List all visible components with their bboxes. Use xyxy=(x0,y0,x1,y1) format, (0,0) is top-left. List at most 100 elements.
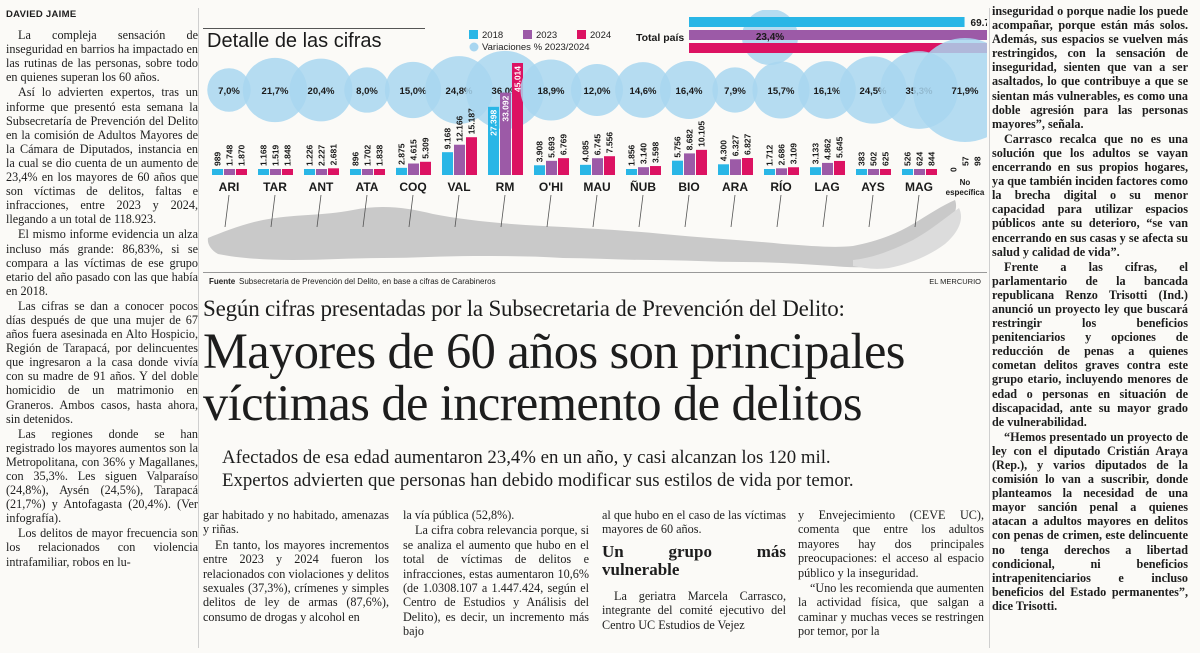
variation-label: 16,1% xyxy=(814,86,841,97)
variation-label: 8,0% xyxy=(356,86,378,97)
source-text: Subsecretaría de Prevención del Delito, … xyxy=(239,277,496,286)
region-pointer xyxy=(270,194,276,228)
region-label: ÑUB xyxy=(630,179,656,194)
right-paragraph: Carrasco recalca que no es una solución … xyxy=(992,131,1188,259)
body-paragraph: la vía pública (52,8%). xyxy=(403,508,515,522)
left-paragraph: Así lo advierten expertos, tras un infor… xyxy=(6,85,198,227)
bar-value-label: 3.598 xyxy=(651,142,661,164)
body-paragraph: “Uno les recomienda que aumenten la acti… xyxy=(798,581,984,639)
total-label: Total país xyxy=(636,32,684,44)
legend-swatch-2024 xyxy=(577,30,586,39)
bar-value-label: 989 xyxy=(213,152,223,166)
bar-2023 xyxy=(224,169,235,175)
bar-2023 xyxy=(408,163,419,175)
deck: Afectados de esa edad aumentaron 23,4% e… xyxy=(222,446,987,492)
bar-value-label: 6.769 xyxy=(559,134,569,156)
right-text-column: inseguridad o porque nadie los puede aco… xyxy=(992,4,1188,614)
bar-value-label: 12.166 xyxy=(455,115,465,141)
bar-value-label: 1.870 xyxy=(237,144,247,166)
bar-value-label: 526 xyxy=(903,152,913,166)
left-paragraph: La compleja sensación de inseguridad en … xyxy=(6,28,198,85)
bar-value-label: 1.168 xyxy=(259,144,269,166)
right-paragraph: inseguridad o porque nadie los puede aco… xyxy=(992,4,1188,131)
bar-value-label: 4.085 xyxy=(581,140,591,162)
region-label: MAU xyxy=(583,180,610,194)
variation-circle xyxy=(571,64,623,116)
bar-2018 xyxy=(396,167,407,175)
credit: EL MERCURIO xyxy=(929,277,981,286)
bar-2024 xyxy=(696,149,707,175)
bar-value-label: 3.133 xyxy=(811,143,821,165)
bar-value-label: 10.105 xyxy=(697,121,707,147)
deck-line: Afectados de esa edad aumentaron 23,4% e… xyxy=(222,447,831,468)
bar-value-label: 5.756 xyxy=(673,136,683,158)
region-pointer xyxy=(914,194,920,228)
bar-2024 xyxy=(604,156,615,175)
chile-map-silhouette xyxy=(207,200,957,268)
region-pointer xyxy=(822,194,828,228)
variation-circle xyxy=(344,67,390,113)
bar-2023 xyxy=(362,169,373,175)
bar-value-label: 6.745 xyxy=(593,134,603,156)
bar-2023 xyxy=(868,169,879,175)
bar-value-label: 45.014 xyxy=(513,66,523,92)
bar-value-label: 2.875 xyxy=(397,143,407,165)
region-pointer xyxy=(684,194,690,228)
bar-value-label: 4.615 xyxy=(409,139,419,161)
total-bar xyxy=(689,17,965,27)
region-label: ATA xyxy=(356,180,379,194)
bar-value-label: 27.398 xyxy=(489,110,499,136)
region-pointer xyxy=(730,194,736,228)
bar-2018 xyxy=(672,160,683,175)
bar-2024 xyxy=(420,161,431,175)
bar-value-label: 6.327 xyxy=(731,135,741,157)
bar-2023 xyxy=(914,169,925,175)
bar-2024 xyxy=(328,168,339,175)
bar-2023 xyxy=(316,169,327,175)
region-bars: 7,0% 989 1.748 1.870 ARI 21,7% 1.168 1.519 1.848… xyxy=(207,38,987,228)
legend-swatch-variation xyxy=(469,42,479,52)
region-label: LAG xyxy=(814,180,839,194)
region-pointer xyxy=(408,194,414,228)
total-bar xyxy=(689,43,987,53)
source-rule xyxy=(203,272,987,273)
overtitle: Según cifras presentadas por la Subsecre… xyxy=(203,296,845,321)
region-pointer xyxy=(638,194,644,228)
deck-line: Expertos advierten que personas han debi… xyxy=(222,470,854,491)
region-pointer xyxy=(316,194,322,228)
bar-value-label: 5.645 xyxy=(835,136,845,158)
totals-bars: 69.72096.386118.92323,4% xyxy=(689,10,987,65)
bar-2018 xyxy=(764,169,775,175)
left-text-column: DAVIED JAIME La compleja sensación de in… xyxy=(6,8,198,570)
bar-value-label: 9.168 xyxy=(443,128,453,150)
body-column-1: gar habitado y no habitado, amenazas y r… xyxy=(203,508,389,625)
bar-2024 xyxy=(788,167,799,175)
variation-circle xyxy=(207,68,251,112)
bar-2024 xyxy=(374,169,385,175)
bar-2024 xyxy=(558,158,569,175)
headline-line: Mayores de 60 años son principales xyxy=(203,323,905,379)
column-divider xyxy=(989,8,990,648)
bar-2018 xyxy=(534,165,545,175)
variation-label: 15,7% xyxy=(768,86,795,97)
left-paragraph: Los delitos de mayor frecuencia son los … xyxy=(6,526,198,569)
bar-value-label: 2.681 xyxy=(329,144,339,166)
region-pointer xyxy=(776,194,782,228)
bar-value-label: 1.838 xyxy=(375,144,385,166)
region-label: O'HI xyxy=(539,180,563,194)
total-variation-label: 23,4% xyxy=(756,32,784,43)
left-paragraph: Las cifras se dan a conocer pocos días d… xyxy=(6,298,198,426)
bar-value-label: 896 xyxy=(351,152,361,166)
variation-label: 16,4% xyxy=(676,86,703,97)
variation-label: 20,4% xyxy=(308,86,335,97)
variation-circle xyxy=(712,67,758,113)
bar-2023 xyxy=(684,153,695,175)
region-label: ARI xyxy=(219,180,240,194)
body-paragraph: En tanto, los mayores incrementos entre … xyxy=(203,537,389,624)
bar-value-label: 0 xyxy=(949,167,959,172)
byline: DAVIED JAIME xyxy=(6,9,77,20)
bar-value-label: 5.693 xyxy=(547,136,557,158)
region-label: AYS xyxy=(861,180,885,194)
bar-value-label: 502 xyxy=(869,152,879,166)
variation-label: 21,7% xyxy=(262,86,289,97)
